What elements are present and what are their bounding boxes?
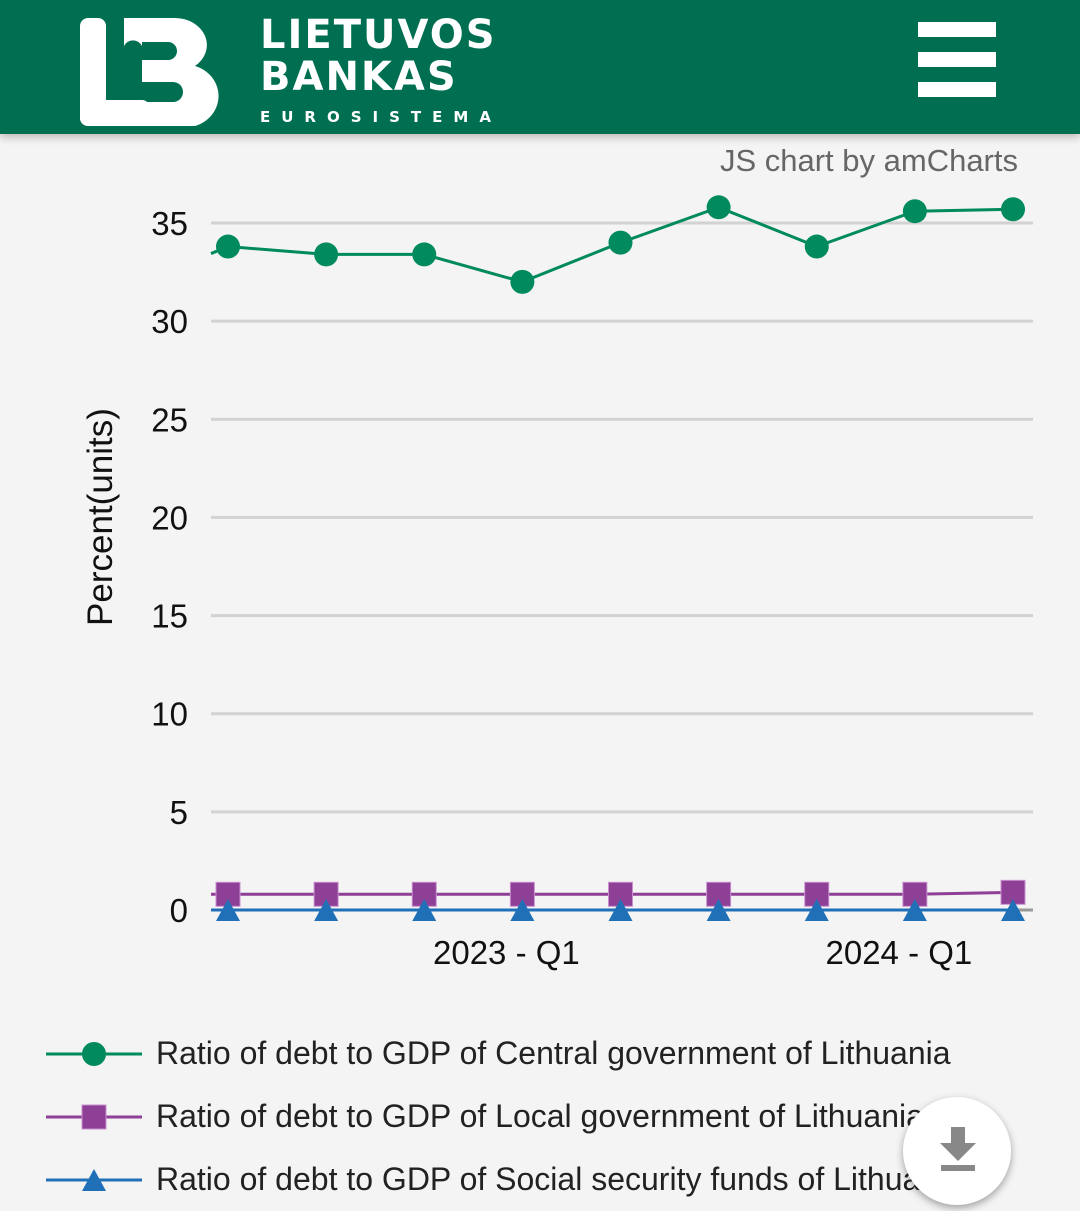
y-tick-label: 20 — [151, 499, 188, 536]
y-tick-label: 25 — [151, 401, 188, 438]
amcharts-credit[interactable]: JS chart by amCharts — [719, 143, 1018, 178]
data-point-triangle — [902, 899, 927, 921]
data-point-triangle — [314, 899, 339, 921]
data-point-triangle — [1001, 899, 1025, 921]
data-point-circle — [706, 195, 731, 220]
y-tick-label: 15 — [151, 598, 188, 635]
series-line-circle — [210, 205, 1014, 284]
y-tick-label: 30 — [151, 303, 188, 340]
line-chart: 0 5 10 15 20 25 30 35 Percent(units) 2023 - Q1 202… — [81, 195, 1033, 971]
download-icon — [940, 1127, 976, 1171]
chart-legend: Ratio of debt to GDP of Central governme… — [46, 1022, 963, 1211]
x-tick-label: 2023 - Q1 — [433, 934, 580, 971]
download-button[interactable] — [903, 1097, 1011, 1205]
y-tick-label: 5 — [170, 794, 188, 831]
brand-line2: BANKAS — [260, 54, 458, 100]
x-tick-label: 2024 - Q1 — [825, 934, 972, 971]
brand-name: LIETUVOS BANKAS EUROSISTEMA — [260, 14, 502, 126]
y-tick-label: 0 — [170, 892, 188, 929]
legend-label: Ratio of debt to GDP of Central governme… — [156, 1035, 951, 1071]
hamburger-menu-icon[interactable] — [918, 22, 996, 98]
data-point-circle — [412, 242, 437, 267]
legend-marker-circle-icon — [46, 1041, 142, 1066]
data-point-triangle — [216, 899, 240, 921]
y-tick-label: 10 — [151, 696, 188, 733]
data-point-triangle — [706, 899, 731, 921]
legend-item[interactable]: Ratio of debt to GDP of Social security … — [46, 1148, 963, 1211]
y-axis-label: Percent(units) — [81, 408, 120, 626]
legend-label: Ratio of debt to GDP of Local government… — [156, 1098, 924, 1134]
legend-label: Ratio of debt to GDP of Social security … — [156, 1161, 963, 1197]
data-point-circle — [510, 269, 535, 294]
series-line-square — [211, 890, 1014, 896]
data-point-circle — [216, 234, 240, 259]
legend-item[interactable]: Ratio of debt to GDP of Central governme… — [46, 1022, 963, 1085]
y-tick-label: 35 — [151, 205, 188, 242]
legend-marker-square-icon — [46, 1104, 142, 1129]
data-point-triangle — [608, 899, 633, 921]
site-header: LIETUVOS BANKAS EUROSISTEMA — [0, 0, 1080, 134]
data-point-triangle — [510, 899, 535, 921]
brand-line1: LIETUVOS — [260, 12, 497, 58]
data-point-circle — [902, 199, 927, 224]
lb-logo-icon[interactable] — [80, 18, 220, 126]
data-point-circle — [804, 234, 829, 259]
data-point-triangle — [804, 899, 829, 921]
data-point-circle — [1001, 197, 1025, 222]
legend-marker-triangle-icon — [46, 1168, 142, 1191]
legend-item[interactable]: Ratio of debt to GDP of Local government… — [46, 1085, 963, 1148]
data-point-triangle — [412, 899, 437, 921]
data-point-circle — [608, 230, 633, 255]
brand-line3: EUROSISTEMA — [260, 108, 502, 126]
data-point-circle — [314, 242, 339, 267]
